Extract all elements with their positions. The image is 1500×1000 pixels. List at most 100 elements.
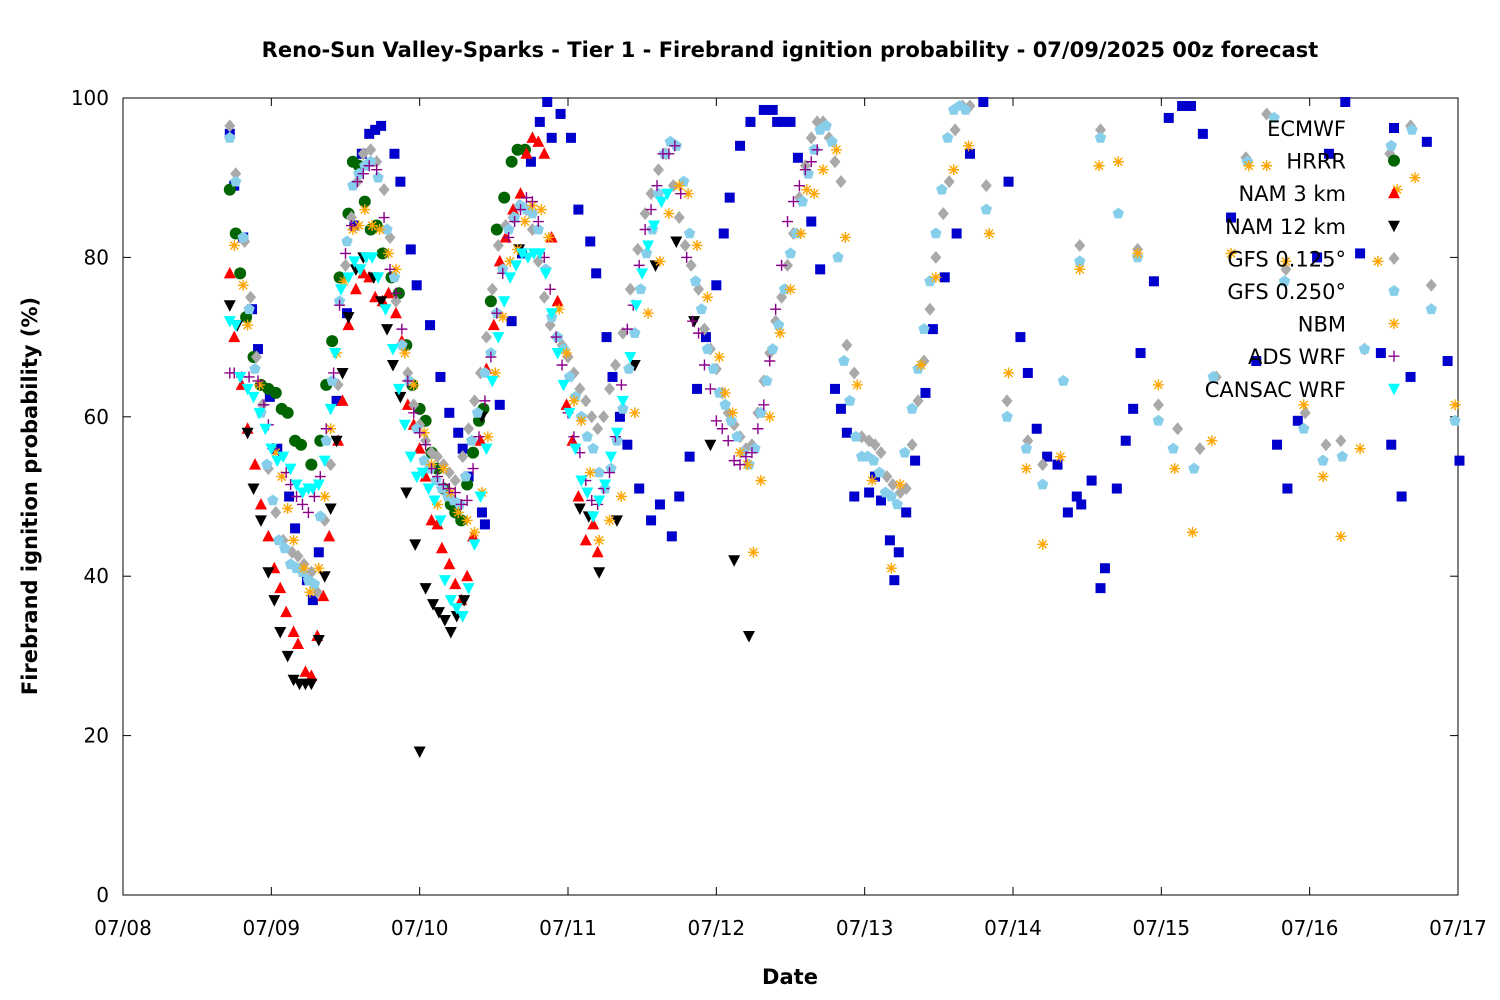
data-point <box>544 283 556 295</box>
data-point <box>815 264 826 275</box>
data-point <box>1074 238 1086 252</box>
data-point <box>503 223 515 235</box>
data-point <box>479 367 491 378</box>
data-point <box>274 581 287 594</box>
data-point <box>543 231 555 243</box>
data-point <box>684 451 695 462</box>
data-point <box>432 607 445 619</box>
data-point <box>1094 131 1107 143</box>
data-point <box>573 503 586 515</box>
data-point <box>742 630 755 643</box>
data-point <box>785 283 796 295</box>
data-point <box>526 207 539 219</box>
data-point <box>437 479 449 491</box>
x-tick-label: 07/09 <box>243 916 301 940</box>
data-point <box>1425 278 1437 292</box>
data-point <box>734 447 746 459</box>
data-point <box>282 502 294 514</box>
data-point <box>535 204 547 216</box>
data-point <box>740 451 752 463</box>
data-point <box>1172 422 1184 436</box>
data-point <box>1152 398 1164 412</box>
data-point <box>330 435 343 448</box>
data-point <box>735 140 746 151</box>
data-point <box>635 283 647 295</box>
data-point <box>444 407 455 418</box>
data-point <box>249 363 261 374</box>
data-point <box>326 374 338 386</box>
data-point <box>758 104 769 115</box>
data-point <box>980 179 992 193</box>
data-point <box>640 247 653 259</box>
data-point <box>910 455 921 466</box>
data-point <box>291 491 303 502</box>
data-point <box>1001 394 1013 408</box>
data-point <box>1375 348 1386 359</box>
data-point <box>318 455 331 468</box>
data-point <box>900 482 912 496</box>
legend-marker <box>1388 350 1400 362</box>
data-point <box>546 132 557 143</box>
data-point <box>422 483 435 496</box>
data-point <box>752 423 764 435</box>
legend-marker <box>1388 186 1400 199</box>
data-point <box>719 387 731 399</box>
data-point <box>418 454 430 466</box>
data-point <box>557 379 570 392</box>
data-point <box>701 291 713 303</box>
data-point <box>230 167 242 181</box>
data-point <box>486 282 498 296</box>
data-point <box>826 135 838 147</box>
data-point <box>875 446 887 460</box>
legend-marker <box>1388 251 1400 265</box>
data-point <box>642 307 654 319</box>
data-point <box>604 467 616 479</box>
data-point <box>701 343 714 354</box>
data-point <box>400 487 413 500</box>
data-point <box>390 287 402 299</box>
data-point <box>610 515 623 527</box>
data-point <box>354 264 367 276</box>
data-point <box>340 247 351 259</box>
data-point <box>521 252 534 264</box>
data-point <box>379 304 392 316</box>
plot-frame <box>122 97 1459 896</box>
data-point <box>371 164 383 176</box>
y-tick-label: 80 <box>84 245 109 269</box>
data-point <box>437 463 449 475</box>
data-point <box>927 324 938 335</box>
data-point <box>566 434 579 446</box>
data-point <box>409 539 422 551</box>
y-tick-label: 40 <box>84 564 109 588</box>
data-point <box>707 363 720 374</box>
data-point <box>374 224 386 236</box>
data-point <box>435 371 446 382</box>
data-point <box>526 131 539 143</box>
data-point <box>906 438 918 452</box>
data-point <box>267 494 279 506</box>
data-point <box>1454 455 1465 466</box>
data-point <box>319 491 331 502</box>
data-point <box>419 583 432 595</box>
data-point <box>253 379 265 391</box>
data-point <box>372 272 385 284</box>
data-point <box>920 387 931 398</box>
data-point <box>326 335 339 348</box>
data-point <box>486 375 499 388</box>
data-point <box>693 327 705 339</box>
data-point <box>366 220 378 232</box>
data-point <box>480 330 492 344</box>
data-point <box>378 183 390 197</box>
data-point <box>948 164 960 176</box>
y-tick-label: 60 <box>84 405 109 429</box>
data-point <box>704 383 716 395</box>
data-point <box>648 220 661 233</box>
data-point <box>241 427 254 440</box>
data-point <box>772 319 785 330</box>
data-point <box>498 191 511 204</box>
data-point <box>683 227 696 239</box>
data-point <box>636 268 649 280</box>
data-point <box>287 625 300 637</box>
data-point <box>851 379 863 391</box>
data-point <box>259 423 272 436</box>
